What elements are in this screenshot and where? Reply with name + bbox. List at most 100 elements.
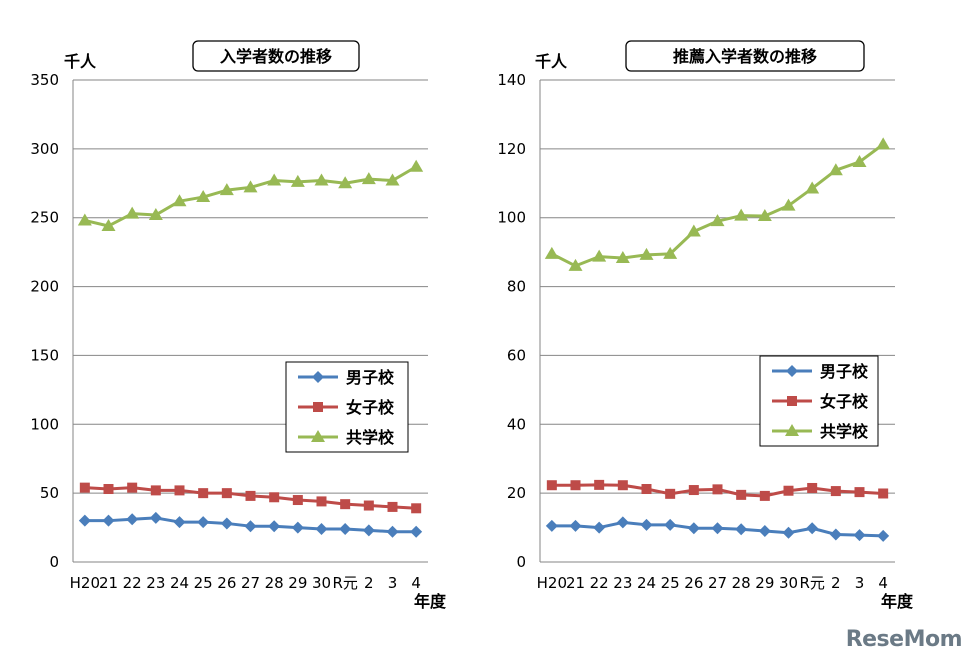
data-point [174,485,185,496]
x-tick-label: 26 [217,574,236,592]
x-tick-label: H20 [70,574,100,592]
x-tick-label: 4 [411,574,421,592]
data-point [783,485,794,496]
data-point [267,173,282,186]
data-point [198,488,209,499]
x-tick-label: 22 [590,574,609,592]
data-point [568,258,583,271]
data-point [686,224,701,237]
data-point [545,519,558,532]
y-tick-label: 350 [30,71,59,89]
x-tick-label: 28 [732,574,751,592]
data-point [102,514,115,527]
y-tick-label: 80 [507,278,526,296]
x-tick-label: R元 [332,574,357,592]
data-point [150,485,161,496]
data-point [830,486,841,497]
data-point [807,482,818,493]
data-point [711,522,724,535]
data-point [268,520,281,533]
data-point [103,484,114,495]
data-point [361,172,376,185]
x-tick-label: 25 [194,574,213,592]
chart-title: 推薦入学者数の推移 [673,47,817,66]
data-point [876,137,891,150]
data-point [592,249,607,262]
x-tick-label: 26 [684,574,703,592]
data-point [594,479,605,490]
data-point [854,487,865,498]
x-tick-label: 2 [364,574,374,592]
x-tick-label: R元 [799,574,824,592]
data-point [409,159,424,172]
data-point [125,206,140,219]
data-point [291,521,304,534]
chart-title-box [625,40,865,72]
data-point [665,488,676,499]
data-point [79,482,90,493]
data-point [172,194,187,207]
data-point [663,246,678,259]
data-point [617,480,628,491]
x-tick-label: 22 [123,574,142,592]
series-square [546,479,889,501]
y-tick-label: 40 [507,415,526,433]
series-line [551,143,885,268]
data-point [363,500,374,511]
data-point [615,250,630,263]
y-tick-label: 300 [30,140,59,158]
x-tick-label: 4 [878,574,888,592]
data-point [546,480,557,491]
y-tick-label: 120 [497,140,526,158]
data-point [339,522,352,535]
data-point [411,503,422,514]
data-point [853,529,866,542]
x-tick-label: 24 [637,574,656,592]
data-point [292,495,303,506]
data-point [316,496,327,507]
data-point [688,485,699,496]
x-tick-label: 2 [831,574,841,592]
data-point [569,519,582,532]
data-point [852,154,867,167]
data-point [828,163,843,176]
y-tick-label: 20 [507,484,526,502]
data-point [544,246,559,259]
series-diamond [545,516,890,542]
x-tick-label: 23 [613,574,632,592]
x-tick-label: 3 [855,574,865,592]
x-tick-label: 25 [661,574,680,592]
chart-title-box [192,40,360,72]
legend-label: 共学校 [820,422,869,441]
data-point [314,173,329,186]
data-point [173,516,186,529]
data-point [781,198,796,211]
y-tick-label: 200 [30,278,59,296]
x-tick-label: 3 [388,574,398,592]
data-point [710,214,725,227]
data-point [387,501,398,512]
y-tick-label: 100 [497,209,526,227]
unit-label: 千人 [64,52,97,71]
x-tick-label: 29 [755,574,774,592]
x-tick-label: 29 [288,574,307,592]
legend-swatch-marker [786,365,798,377]
data-point [220,517,233,530]
data-point [196,190,211,203]
data-point [712,484,723,495]
data-point [570,480,581,491]
legend-swatch-marker [312,371,324,383]
data-point [757,208,772,221]
legend-swatch-marker [787,396,797,406]
data-point [197,516,210,529]
data-point [687,522,700,535]
data-point [878,488,889,499]
data-point [269,492,280,503]
y-tick-label: 0 [516,553,526,571]
data-point [77,213,92,226]
data-point [877,529,890,542]
data-point [829,528,842,541]
